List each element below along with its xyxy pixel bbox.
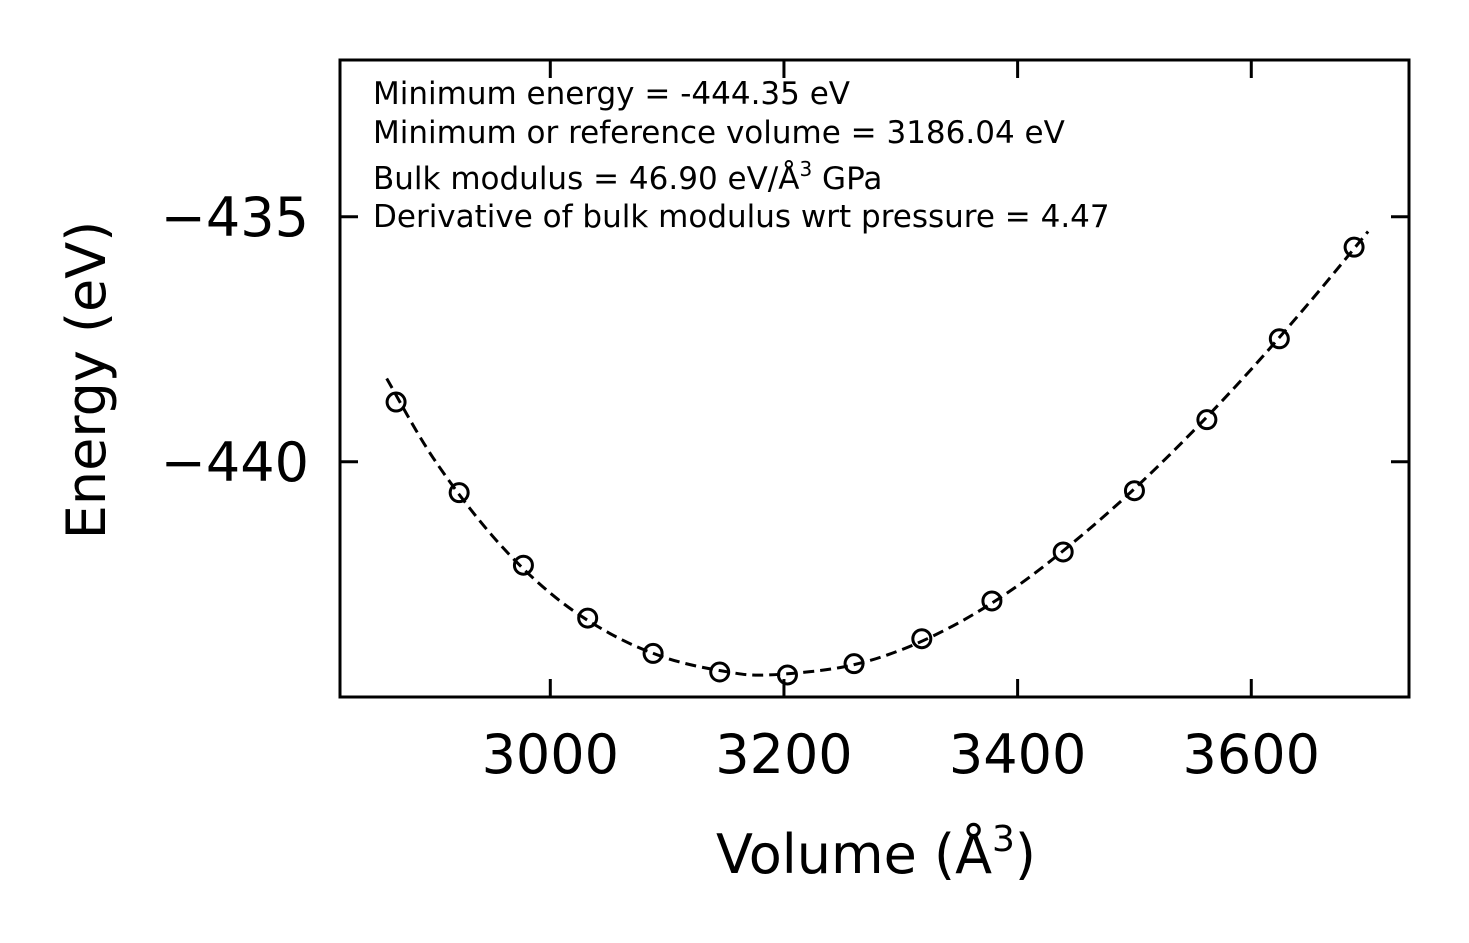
x-tick-label: 3400 [949,723,1086,786]
annotation-min-energy: Minimum energy = -444.35 eV [373,76,850,112]
fit-layer [385,230,1370,677]
plot-frame [338,58,1411,699]
x-tick-label: 3200 [715,723,852,786]
data-point [911,628,933,650]
data-point [1123,480,1145,502]
annotation-box: Minimum energy = -444.35 eV Minimum or r… [373,76,1110,235]
x-axis-label-sup: 3 [992,819,1015,860]
annotation-bulk-modulus-sup: 3 [799,157,812,181]
data-point [709,661,731,683]
fit-curve [385,230,1370,677]
y-tick-label: −435 [161,186,309,249]
data-point [1052,541,1074,563]
data-point [981,590,1003,612]
data-point [642,642,664,664]
data-point [1343,236,1365,258]
annotation-bulk-modulus-text: Bulk modulus = 46.90 eV/Å [373,161,799,197]
x-axis-label-text: Volume (Å [716,822,992,886]
data-point [448,482,470,504]
y-axis-label: Energy (eV) [55,221,118,540]
annotation-bulk-modulus: Bulk modulus = 46.90 eV/Å3 GPa [373,157,882,197]
x-tick-label: 3000 [482,723,619,786]
ticks-layer: 3000 3200 3400 3600 −435 −440 [161,60,1409,786]
data-point [843,653,865,675]
data-point [512,554,534,576]
annotation-bulk-modulus-suffix: GPa [812,161,882,197]
data-point [1196,409,1218,431]
data-point [385,391,407,413]
x-axis-label-end: ) [1015,823,1036,886]
points-layer [385,236,1365,686]
data-point [577,607,599,629]
x-tick-label: 3600 [1183,723,1320,786]
x-axis-label: Volume (Å3) [716,819,1036,886]
data-point [1268,328,1290,350]
annotation-bulk-derivative: Derivative of bulk modulus wrt pressure … [373,199,1110,235]
y-tick-label: −440 [161,431,309,494]
data-point [776,664,798,686]
annotation-min-volume: Minimum or reference volume = 3186.04 eV [373,115,1065,151]
